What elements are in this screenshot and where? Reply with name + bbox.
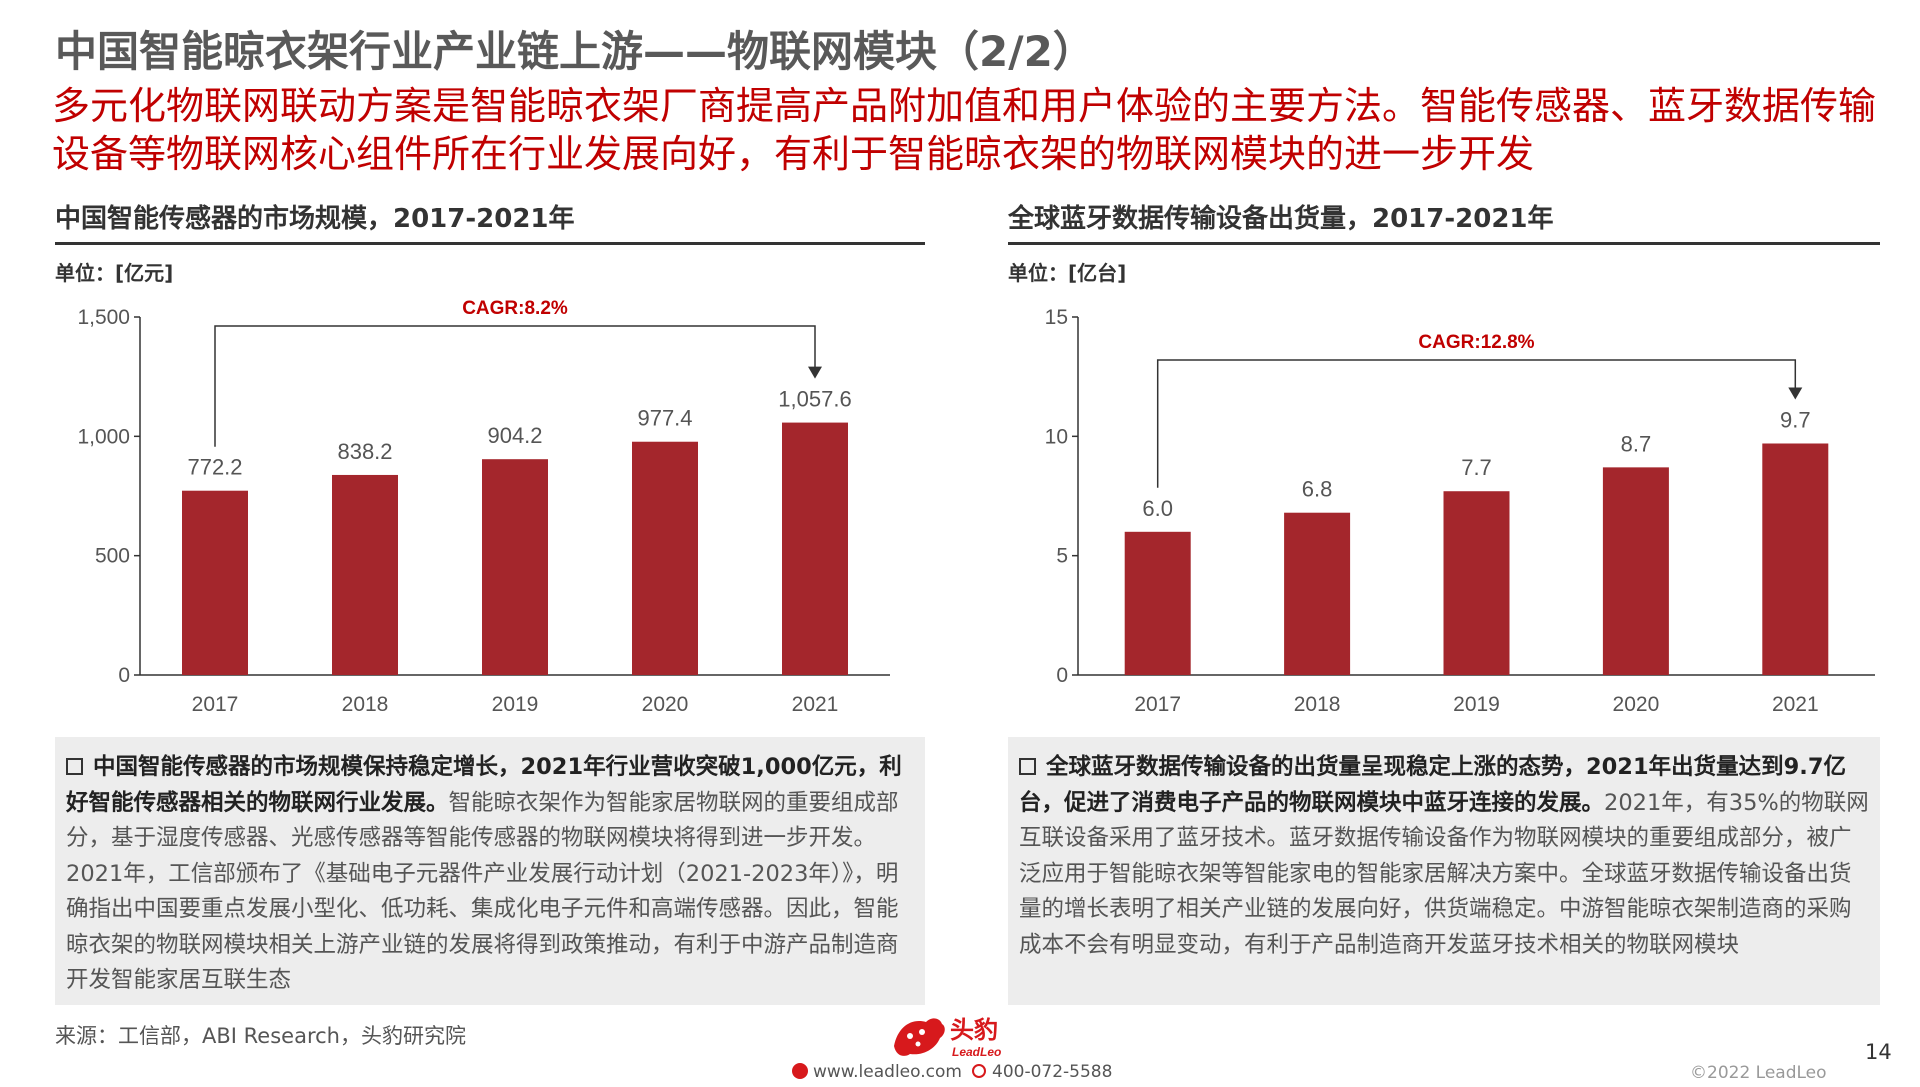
y-tick-label: 0 <box>118 664 130 687</box>
cagr-label: CAGR:12.8% <box>1418 332 1534 353</box>
data-label: 977.4 <box>637 406 692 431</box>
left-note-text: 智能晾衣架作为智能家居物联网的重要组成部分，基于湿度传感器、光感传感器等智能传感… <box>66 789 899 994</box>
x-tick-label: 2019 <box>1453 693 1500 716</box>
x-tick-label: 2020 <box>642 693 689 716</box>
right-note-text: 2021年，有35%的物联网互联设备采用了蓝牙技术。蓝牙数据传输设备作为物联网模… <box>1019 789 1869 958</box>
phone-text: 400-072-5588 <box>992 1062 1113 1082</box>
y-tick-label: 1,500 <box>77 306 130 329</box>
leopard-logo-icon: 头豹 LeadLeo <box>894 1016 1001 1059</box>
left-note-bold: 中国智能传感器的市场规模保持稳定增长，2021年行业营收突破1,000亿元，利好… <box>66 754 902 816</box>
bar <box>1124 531 1191 675</box>
x-tick-label: 2021 <box>792 693 839 716</box>
bar <box>782 422 848 675</box>
data-label: 6.0 <box>1142 496 1173 521</box>
bar <box>482 459 548 675</box>
right-note-box <box>1008 737 1880 1005</box>
y-tick-label: 500 <box>95 545 130 568</box>
bar <box>1762 443 1829 675</box>
page-subtitle: 多元化物联网联动方案是智能晾衣架厂商提高产品附加值和用户体验的主要方法。智能传感… <box>52 84 1877 176</box>
cagr-arrowhead <box>808 366 822 379</box>
cagr-arrowhead <box>1788 387 1803 400</box>
phone-icon <box>972 1064 986 1078</box>
right-note-bold: 全球蓝牙数据传输设备的出货量呈现稳定上涨的态势，2021年出货量达到9.7亿台，… <box>1019 754 1846 816</box>
data-label: 8.7 <box>1621 431 1652 456</box>
x-tick-label: 2017 <box>1134 693 1181 716</box>
right-chart-unit: 单位：[亿台] <box>1008 261 1127 285</box>
left-chart-unit: 单位：[亿元] <box>55 261 174 285</box>
y-tick-label: 10 <box>1045 425 1068 448</box>
page-title: 中国智能晾衣架行业产业链上游——物联网模块（2/2） <box>55 27 1095 76</box>
y-tick-label: 5 <box>1056 545 1068 568</box>
phone-contact: 400-072-5588 <box>972 1062 1112 1082</box>
logo-subtext: LeadLeo <box>952 1045 1001 1059</box>
cagr-label: CAGR:8.2% <box>462 298 568 319</box>
cagr-bracket <box>214 325 816 447</box>
left-note-box <box>55 737 925 1005</box>
data-label: 9.7 <box>1780 407 1811 432</box>
page-number: 14 <box>1865 1040 1892 1064</box>
bar <box>1443 491 1510 675</box>
data-label: 772.2 <box>187 455 242 480</box>
x-tick-label: 2018 <box>342 693 389 716</box>
website-text: www.leadleo.com <box>813 1062 962 1082</box>
x-tick-label: 2018 <box>1294 693 1341 716</box>
right-chart-title: 全球蓝牙数据传输设备出货量，2017-2021年 <box>1008 204 1554 234</box>
bar <box>632 441 698 675</box>
checkbox-bullet-icon <box>1019 758 1036 775</box>
data-label: 7.7 <box>1461 455 1492 480</box>
bar <box>1284 512 1351 675</box>
x-tick-label: 2019 <box>492 693 539 716</box>
bar <box>1602 467 1669 675</box>
left-chart-title: 中国智能传感器的市场规模，2017-2021年 <box>55 204 575 234</box>
x-tick-label: 2017 <box>192 693 239 716</box>
data-label: 904.2 <box>487 423 542 448</box>
logo-text: 头豹 <box>950 1016 998 1044</box>
right-bar-chart: 0 5 10 15 6.0 2017 6.8 2018 7.7 2019 8.7 2020 9.7 202… <box>1045 306 1875 716</box>
y-tick-label: 1,000 <box>77 425 130 448</box>
data-label: 838.2 <box>337 439 392 464</box>
left-bar-chart: 0 500 1,000 1,500 772.2 2017 838.2 2018 904.2 201… <box>77 298 890 716</box>
data-label: 1,057.6 <box>778 387 851 412</box>
copyright: ©2022 LeadLeo <box>1690 1063 1827 1083</box>
source-note: 来源：工信部，ABI Research，头豹研究院 <box>55 1024 466 1048</box>
website-link[interactable]: www.leadleo.com <box>792 1062 962 1082</box>
x-tick-label: 2020 <box>1613 693 1660 716</box>
checkbox-bullet-icon <box>66 758 83 775</box>
y-tick-label: 15 <box>1045 306 1068 329</box>
right-note: 全球蓝牙数据传输设备的出货量呈现稳定上涨的态势，2021年出货量达到9.7亿台，… <box>1019 750 1871 963</box>
left-title-rule <box>55 242 925 245</box>
x-tick-label: 2021 <box>1772 693 1819 716</box>
right-title-rule <box>1008 242 1880 245</box>
y-tick-label: 0 <box>1056 664 1068 687</box>
cagr-bracket <box>1156 359 1797 488</box>
bar <box>182 490 248 675</box>
weibo-icon <box>792 1063 808 1079</box>
bar <box>332 474 398 675</box>
left-note: 中国智能传感器的市场规模保持稳定增长，2021年行业营收突破1,000亿元，利好… <box>66 750 918 999</box>
data-label: 6.8 <box>1302 477 1333 502</box>
